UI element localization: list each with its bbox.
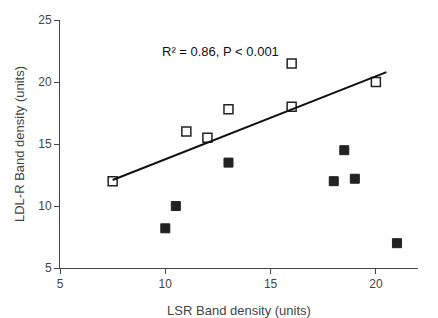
svg-text:20: 20 [38, 75, 52, 89]
svg-text:LDL-R Band density (units): LDL-R Band density (units) [12, 66, 27, 222]
svg-text:15: 15 [264, 277, 278, 291]
svg-text:10: 10 [38, 199, 52, 213]
svg-text:15: 15 [38, 137, 52, 151]
svg-text:20: 20 [369, 277, 383, 291]
svg-text:10: 10 [159, 277, 173, 291]
svg-text:5: 5 [57, 277, 64, 291]
svg-text:R² = 0.86, P < 0.001: R² = 0.86, P < 0.001 [162, 44, 279, 59]
svg-text:LSR Band density (units): LSR Band density (units) [167, 303, 311, 318]
svg-text:5: 5 [45, 261, 52, 275]
svg-text:25: 25 [38, 13, 52, 27]
